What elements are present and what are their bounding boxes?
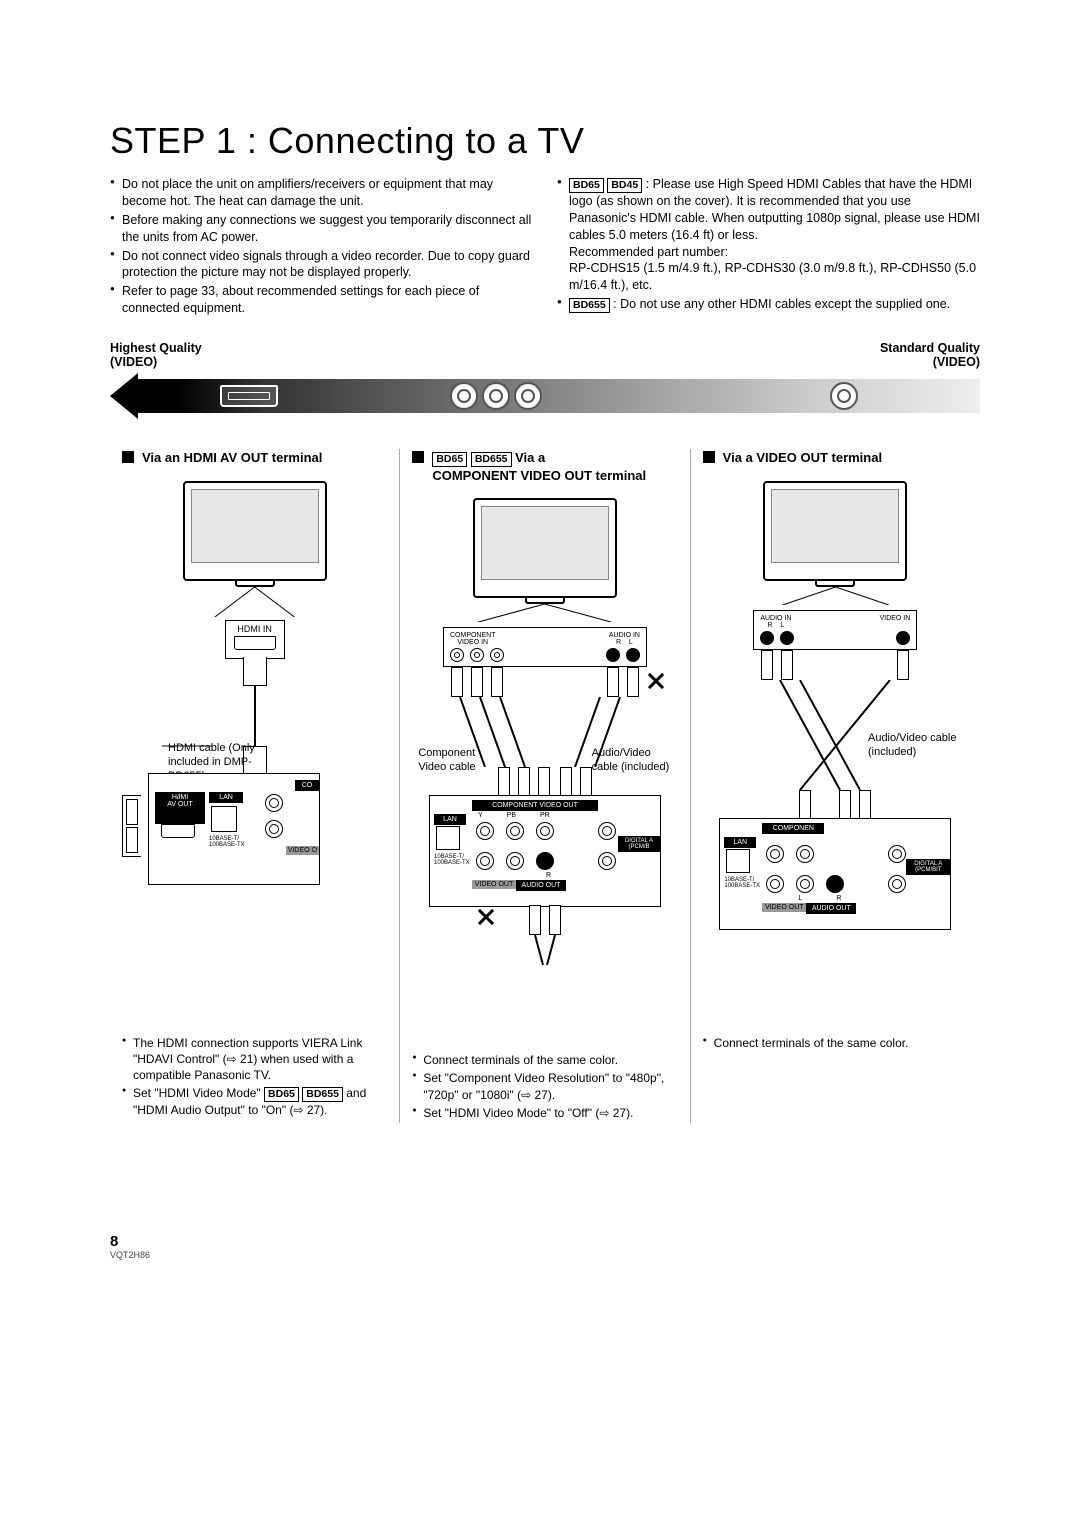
col-notes: Connect terminals of the same color. Set… — [412, 1052, 677, 1121]
page-title: STEP 1 : Connecting to a TV — [110, 120, 980, 162]
doc-code: VQT2H86 — [110, 1250, 980, 1260]
connection-columns: Via an HDMI AV OUT terminal HDMI IN HDMI… — [110, 449, 980, 1123]
hdmi-diagram: HDMI IN HDMI cable (Only included in DMP… — [122, 481, 387, 1021]
callout-line — [703, 587, 968, 605]
standard-quality-label: Standard Quality(VIDEO) — [880, 341, 980, 369]
component-icon — [450, 382, 542, 410]
note-item: The HDMI connection supports VIERA Link … — [122, 1035, 387, 1084]
col-notes: Connect terminals of the same color. — [703, 1035, 968, 1051]
av-cable-label: Audio/Video cable (included) — [592, 746, 672, 775]
x-mark-icon — [476, 907, 496, 927]
tv-icon — [763, 481, 907, 581]
square-bullet-icon — [412, 451, 424, 463]
callout-line — [122, 587, 387, 617]
square-bullet-icon — [703, 451, 715, 463]
model-tag: BD65 — [264, 1087, 299, 1102]
model-tag: BD655 — [569, 298, 610, 313]
player-rear-panel: H∂MIAV OUT LAN 10BASE-T/ 100BASE-TX VIDE… — [148, 773, 320, 885]
model-tag: BD45 — [607, 178, 642, 193]
note-item: Set "HDMI Video Mode" BD65 BD655 and "HD… — [122, 1085, 387, 1118]
col-heading: Via a VIDEO OUT terminal — [703, 449, 968, 467]
note-item: Do not place the unit on amplifiers/rece… — [110, 176, 533, 210]
composite-icon — [830, 382, 858, 410]
top-notes: Do not place the unit on amplifiers/rece… — [110, 176, 980, 319]
highest-quality-label: Highest Quality(VIDEO) — [110, 341, 202, 369]
note-item: Set "Component Video Resolution" to "480… — [412, 1070, 677, 1102]
note-text: Recommended part number: — [569, 245, 728, 259]
video-in-label: VIDEO IN — [880, 615, 911, 629]
square-bullet-icon — [122, 451, 134, 463]
top-notes-right: BD65 BD45 : Please use High Speed HDMI C… — [557, 176, 980, 319]
model-tag: BD65 — [569, 178, 604, 193]
player-rear-panel: LAN 10BASE-T/ 100BASE-TX COMPONENT VIDEO… — [429, 795, 661, 907]
note-item: Connect terminals of the same color. — [703, 1035, 968, 1051]
callout-line — [412, 604, 677, 622]
pointer-line — [162, 745, 212, 747]
col-heading: Via an HDMI AV OUT terminal — [122, 449, 387, 467]
hdmi-in-label: HDMI IN — [225, 620, 285, 659]
audio-in-label: AUDIO IN R L — [760, 615, 791, 629]
model-tag: BD65 — [432, 452, 467, 467]
note-item: BD65 BD45 : Please use High Speed HDMI C… — [557, 176, 980, 294]
model-tag: BD655 — [302, 1087, 343, 1102]
note-text: RP-CDHS15 (1.5 m/4.9 ft.), RP-CDHS30 (3.… — [569, 261, 976, 292]
note-item: Before making any connections we suggest… — [110, 212, 533, 246]
hdmi-icon — [220, 385, 278, 407]
note-item: Set "HDMI Video Mode" to "Off" (⇨ 27). — [412, 1105, 677, 1121]
col-heading: BD65 BD655 Via a COMPONENT VIDEO OUT ter… — [412, 449, 677, 484]
model-tag: BD655 — [471, 452, 512, 467]
video-out-column: Via a VIDEO OUT terminal AUDIO IN R L VI… — [690, 449, 980, 1123]
note-item: Connect terminals of the same color. — [412, 1052, 677, 1068]
note-item: Do not connect video signals through a v… — [110, 248, 533, 282]
tv-icon — [473, 498, 617, 598]
component-column: BD65 BD655 Via a COMPONENT VIDEO OUT ter… — [399, 449, 689, 1123]
note-item: Refer to page 33, about recommended sett… — [110, 283, 533, 317]
x-mark-icon — [646, 671, 666, 691]
quality-arrow — [110, 373, 980, 419]
videoout-diagram: AUDIO IN R L VIDEO IN — [703, 481, 968, 1021]
note-text: : Do not use any other HDMI cables excep… — [613, 297, 950, 311]
col-notes: The HDMI connection supports VIERA Link … — [122, 1035, 387, 1118]
quality-row: Highest Quality(VIDEO) Standard Quality(… — [110, 341, 980, 369]
top-notes-left: Do not place the unit on amplifiers/rece… — [110, 176, 533, 319]
comp-cable-label: Component Video cable — [418, 746, 494, 775]
cable-lines — [495, 935, 595, 965]
note-item: BD655 : Do not use any other HDMI cables… — [557, 296, 980, 313]
av-cable-label: Audio/Video cable (included) — [868, 731, 958, 760]
tv-icon — [183, 481, 327, 581]
page-number: 8 — [110, 1233, 980, 1250]
hdmi-column: Via an HDMI AV OUT terminal HDMI IN HDMI… — [110, 449, 399, 1123]
component-diagram: COMPONENT VIDEO IN AUDIO IN R L — [412, 498, 677, 1038]
player-rear-panel: LAN 10BASE-T/ 100BASE-TX COMPONEN L R VI… — [719, 818, 951, 930]
comp-in-label: COMPONENT VIDEO IN — [450, 632, 496, 646]
audio-in-label: AUDIO IN R L — [609, 632, 640, 646]
